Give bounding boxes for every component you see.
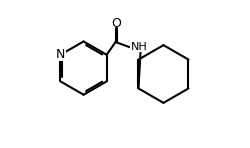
Text: N: N <box>56 48 65 61</box>
Text: NH: NH <box>131 42 148 52</box>
Text: O: O <box>112 17 121 30</box>
